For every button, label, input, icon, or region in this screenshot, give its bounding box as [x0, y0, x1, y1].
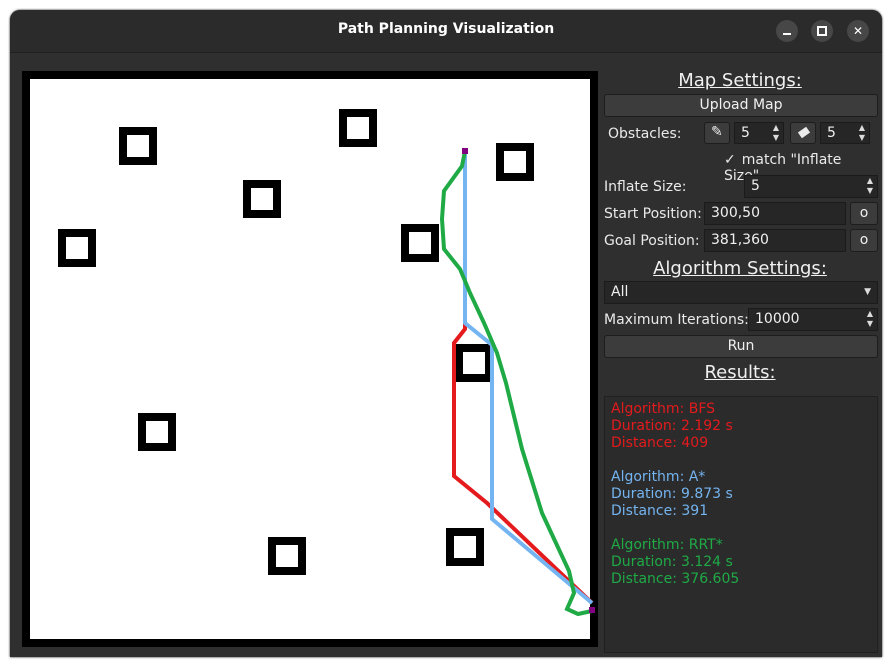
obstacle: [268, 537, 306, 575]
max-iterations-value: 10000: [755, 311, 800, 327]
result-bfs: Algorithm: BFS Duration: 2.192 s Distanc…: [611, 401, 871, 452]
obstacle: [455, 344, 493, 382]
result-distance: Distance: 391: [611, 503, 709, 519]
app-window: Path Planning Visualization ✕: [10, 10, 882, 657]
run-button[interactable]: Run: [604, 335, 878, 358]
map-settings-heading: Map Settings:: [678, 70, 802, 91]
spin-arrows-icon[interactable]: ▲ ▼: [866, 176, 874, 195]
goal-marker: [589, 607, 595, 613]
obstacle: [138, 413, 176, 451]
spin-arrows-icon[interactable]: ▲ ▼: [858, 123, 866, 142]
map-svg[interactable]: [22, 71, 598, 647]
minimize-button[interactable]: [776, 20, 798, 42]
erase-size-spinbox[interactable]: 5 ▲ ▼: [820, 122, 870, 144]
spin-arrows-icon[interactable]: ▲ ▼: [866, 309, 874, 328]
maximize-icon: [817, 25, 827, 36]
obstacle: [58, 229, 96, 267]
obstacle: [446, 528, 484, 566]
max-iterations-spinbox[interactable]: 10000 ▲ ▼: [748, 308, 878, 331]
inflate-size-value: 5: [751, 178, 760, 194]
maximize-button[interactable]: [811, 20, 833, 42]
result-distance: Distance: 376.605: [611, 571, 740, 587]
map-border: [22, 71, 598, 647]
obstacle: [401, 224, 439, 262]
checkmark-icon: ✓: [724, 152, 736, 168]
algorithm-settings-heading: Algorithm Settings:: [653, 258, 827, 279]
close-button[interactable]: ✕: [847, 20, 869, 42]
result-distance: Distance: 409: [611, 435, 709, 451]
window-title: Path Planning Visualization: [337, 21, 555, 37]
result-duration: Duration: 9.873 s: [611, 486, 733, 502]
results-box: Algorithm: BFS Duration: 2.192 s Distanc…: [604, 396, 878, 653]
obstacle: [496, 143, 534, 181]
spin-arrows-icon[interactable]: ▲ ▼: [772, 123, 780, 142]
erase-obstacle-button[interactable]: [790, 122, 816, 144]
close-icon: ✕: [852, 24, 864, 38]
max-iterations-label: Maximum Iterations:: [604, 312, 749, 328]
settings-panel: Map Settings: Upload Map Obstacles: ✎ 5 …: [604, 68, 878, 653]
obstacles-label: Obstacles:: [608, 126, 682, 142]
obstacle: [243, 180, 281, 218]
obstacle: [339, 109, 377, 147]
pick-goal-button[interactable]: o: [850, 229, 878, 252]
results-heading: Results:: [704, 362, 776, 383]
inflate-size-label: Inflate Size:: [604, 179, 687, 195]
goal-position-input[interactable]: 381,360: [704, 229, 846, 252]
obstacle: [119, 127, 157, 165]
map-canvas[interactable]: [22, 71, 598, 647]
start-position-input[interactable]: 300,50: [704, 202, 846, 225]
result-duration: Duration: 3.124 s: [611, 554, 733, 570]
inflate-size-spinbox[interactable]: 5 ▲ ▼: [744, 175, 878, 198]
draw-size-value: 5: [741, 125, 750, 141]
result-duration: Duration: 2.192 s: [611, 418, 733, 434]
chevron-down-icon: ▼: [864, 287, 871, 297]
eraser-icon: [797, 126, 811, 139]
title-bar[interactable]: Path Planning Visualization ✕: [10, 10, 882, 53]
rrtstar-path: [439, 150, 593, 617]
minimize-icon: [783, 33, 791, 35]
result-rrtstar: Algorithm: RRT* Duration: 3.124 s Distan…: [611, 537, 871, 588]
obstacles: [58, 109, 534, 575]
goal-position-label: Goal Position:: [604, 233, 700, 249]
result-algorithm: Algorithm: RRT*: [611, 537, 723, 553]
draw-obstacle-button[interactable]: ✎: [704, 122, 730, 144]
pick-start-button[interactable]: o: [850, 202, 878, 225]
draw-size-spinbox[interactable]: 5 ▲ ▼: [734, 122, 784, 144]
algorithm-select[interactable]: All ▼: [604, 281, 878, 304]
pencil-icon: ✎: [711, 124, 723, 140]
upload-map-button[interactable]: Upload Map: [604, 94, 878, 117]
start-position-label: Start Position:: [604, 206, 702, 222]
erase-size-value: 5: [827, 125, 836, 141]
result-algorithm: Algorithm: A*: [611, 469, 706, 485]
result-algorithm: Algorithm: BFS: [611, 401, 716, 417]
algorithm-selected-value: All: [611, 284, 629, 300]
start-marker: [462, 148, 468, 154]
result-astar: Algorithm: A* Duration: 9.873 s Distance…: [611, 469, 871, 520]
